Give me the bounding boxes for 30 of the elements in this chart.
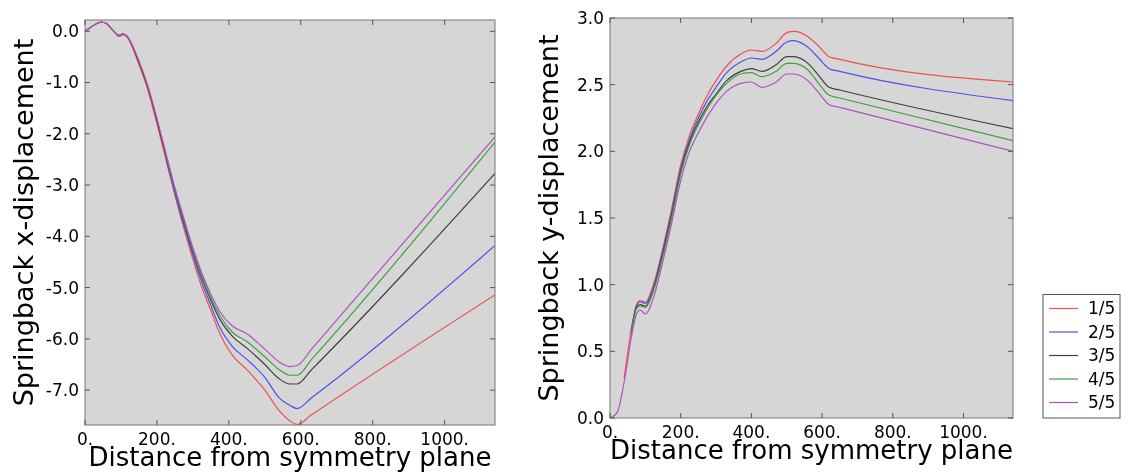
y-tick-label: 1.0	[576, 274, 604, 295]
y-tick-label: -1.0	[45, 72, 79, 93]
line-series	[165, 141, 495, 376]
y-tick-label: 0.5	[576, 341, 604, 362]
y-tick-label: 0.0	[51, 21, 79, 42]
y-tick-label: 3.0	[576, 7, 604, 28]
line-series	[623, 30, 1013, 379]
y-tick-label: 2.0	[576, 141, 604, 162]
x-tick-label: 600.	[803, 422, 842, 442]
y-tick-label: 1.5	[576, 207, 604, 228]
legend-label: 1/5	[1088, 298, 1116, 319]
y-tick-label: -6.0	[45, 328, 79, 349]
legend-label: 4/5	[1088, 368, 1116, 389]
legend-label: 2/5	[1088, 321, 1116, 342]
y-axis-title: Springback y-displacement	[533, 34, 564, 402]
line-series	[165, 157, 495, 410]
x-tick-label: 200.	[661, 422, 700, 442]
y-tick-label: -3.0	[45, 175, 79, 196]
x-tick-label: 200.	[138, 429, 176, 449]
line-series	[610, 73, 1013, 418]
legend-label: 3/5	[1088, 345, 1116, 366]
y-tick-label: -2.0	[45, 123, 79, 144]
y-axis-title: Springback x-displacement	[8, 38, 39, 407]
legend-label: 5/5	[1088, 392, 1116, 413]
y-tick-label: -7.0	[45, 380, 79, 401]
y-tick-label: 2.5	[576, 74, 604, 95]
y-tick-label: 0.0	[576, 407, 604, 428]
y-tick-label: -4.0	[45, 226, 79, 247]
y-tick-label: -5.0	[45, 277, 79, 298]
x-tick-label: 600.	[281, 429, 320, 449]
